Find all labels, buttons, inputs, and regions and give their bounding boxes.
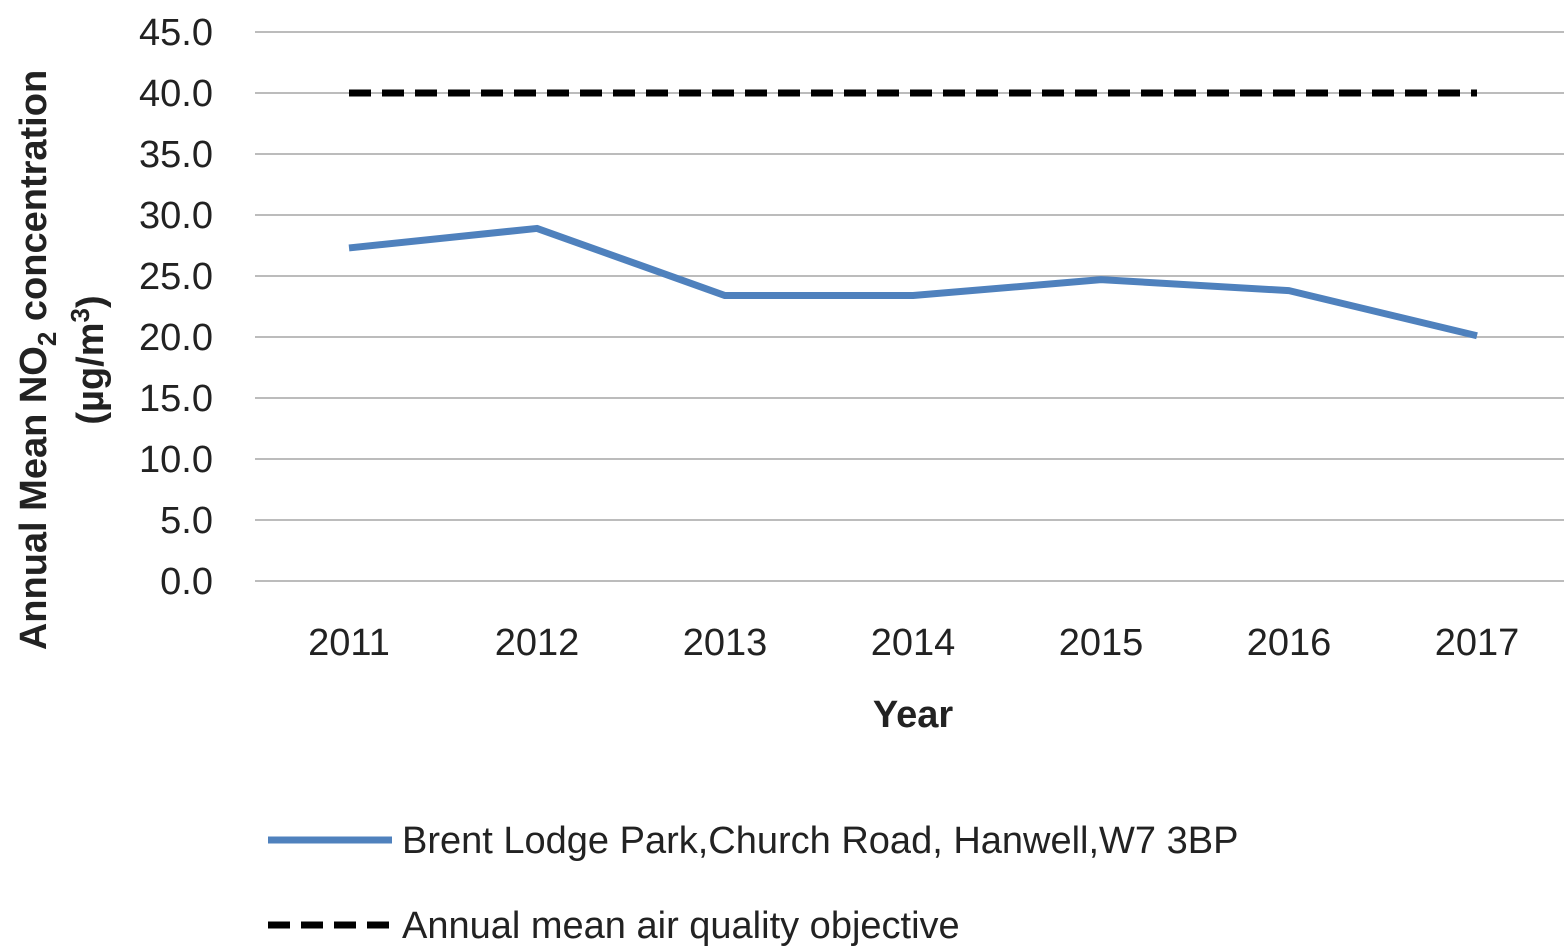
x-axis-title: Year (873, 694, 954, 736)
x-tick-label-2017: 2017 (1435, 622, 1520, 664)
legend: Brent Lodge Park,Church Road, Hanwell,W7… (268, 820, 1238, 946)
y-axis-unit: (µg/m3) (65, 295, 112, 424)
y-axis-unit-prefix: (µg/m (70, 323, 112, 425)
series-line-0 (348, 224, 1478, 340)
y-axis-unit-suffix: ) (70, 295, 112, 308)
series-lines (348, 89, 1478, 340)
legend-label-air-quality-objective: Annual mean air quality objective (402, 905, 960, 946)
x-axis-tick-labels: 2011 2012 2013 2014 2015 2016 2017 (308, 622, 1519, 664)
y-tick-label-25.0: 25.0 (139, 256, 213, 298)
y-tick-label-5.0: 5.0 (160, 500, 213, 542)
y-tick-label-0.0: 0.0 (160, 561, 213, 603)
y-tick-label-15.0: 15.0 (139, 378, 213, 420)
x-tick-label-2011: 2011 (308, 622, 390, 664)
y-axis-title-prefix: Annual Mean NO (13, 346, 55, 650)
x-tick-label-2012: 2012 (495, 622, 580, 664)
y-tick-label-20.0: 20.0 (139, 317, 213, 359)
y-axis-tick-labels: 0.0 5.0 10.0 15.0 20.0 25.0 30.0 35.0 40.0 45.0 (139, 12, 213, 603)
legend-label-brent-lodge-park: Brent Lodge Park,Church Road, Hanwell,W7… (402, 820, 1238, 862)
x-tick-label-2016: 2016 (1247, 622, 1332, 664)
y-tick-label-40.0: 40.0 (139, 73, 213, 115)
y-tick-label-45.0: 45.0 (139, 12, 213, 54)
y-axis-title-suffix: concentration (13, 70, 55, 332)
x-tick-label-2014: 2014 (871, 622, 956, 664)
x-tick-label-2015: 2015 (1059, 622, 1144, 664)
gridlines (255, 31, 1564, 582)
y-axis-title-subscript: 2 (32, 332, 62, 346)
y-axis-title: Annual Mean NO2 concentration (13, 70, 62, 650)
y-tick-label-30.0: 30.0 (139, 195, 213, 237)
y-axis-unit-superscript: 3 (65, 308, 95, 322)
y-tick-label-35.0: 35.0 (139, 134, 213, 176)
y-tick-label-10.0: 10.0 (139, 439, 213, 481)
x-tick-label-2013: 2013 (683, 622, 768, 664)
